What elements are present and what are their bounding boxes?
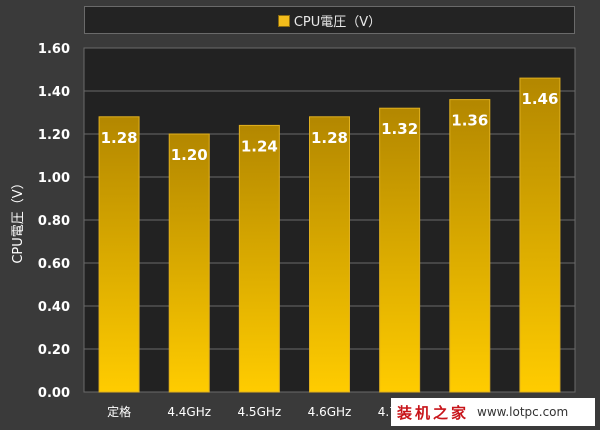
x-tick-label: 4.4GHz [167,405,211,419]
bar [449,99,491,393]
legend: CPU電圧（V） [84,6,575,34]
data-label: 1.32 [381,120,418,138]
data-label: 1.28 [101,129,138,147]
watermark: 装机之家 www.lotpc.com [391,398,595,426]
y-tick-label: 0.80 [38,214,70,229]
x-tick-label: 4.6GHz [308,405,352,419]
bar [379,107,421,393]
x-tick-label: 4.5GHz [237,405,281,419]
y-tick-label: 1.00 [38,171,70,186]
y-tick-label: 1.40 [38,85,70,100]
watermark-url: www.lotpc.com [477,405,569,419]
y-tick-label: 0.60 [38,257,70,272]
legend-swatch [277,15,290,27]
data-label: 1.20 [171,146,208,164]
y-tick-label: 1.20 [38,128,70,143]
y-tick-label: 0.00 [38,386,70,401]
data-label: 1.46 [521,90,558,108]
data-label: 1.24 [241,137,278,155]
y-tick-label: 0.40 [38,300,70,315]
bar [238,124,280,393]
data-label: 1.36 [451,112,488,130]
data-label: 1.28 [311,129,348,147]
bar [309,116,350,393]
legend-label: CPU電圧（V） [293,15,382,30]
y-axis-label: CPU電圧（V） [11,176,26,263]
watermark-name: 装机之家 [397,403,470,422]
x-tick-label: 定格 [107,404,131,419]
bar [519,77,561,393]
y-tick-label: 1.60 [38,42,70,57]
bar [168,133,210,393]
y-tick-label: 0.20 [38,343,70,358]
bar [98,116,140,393]
